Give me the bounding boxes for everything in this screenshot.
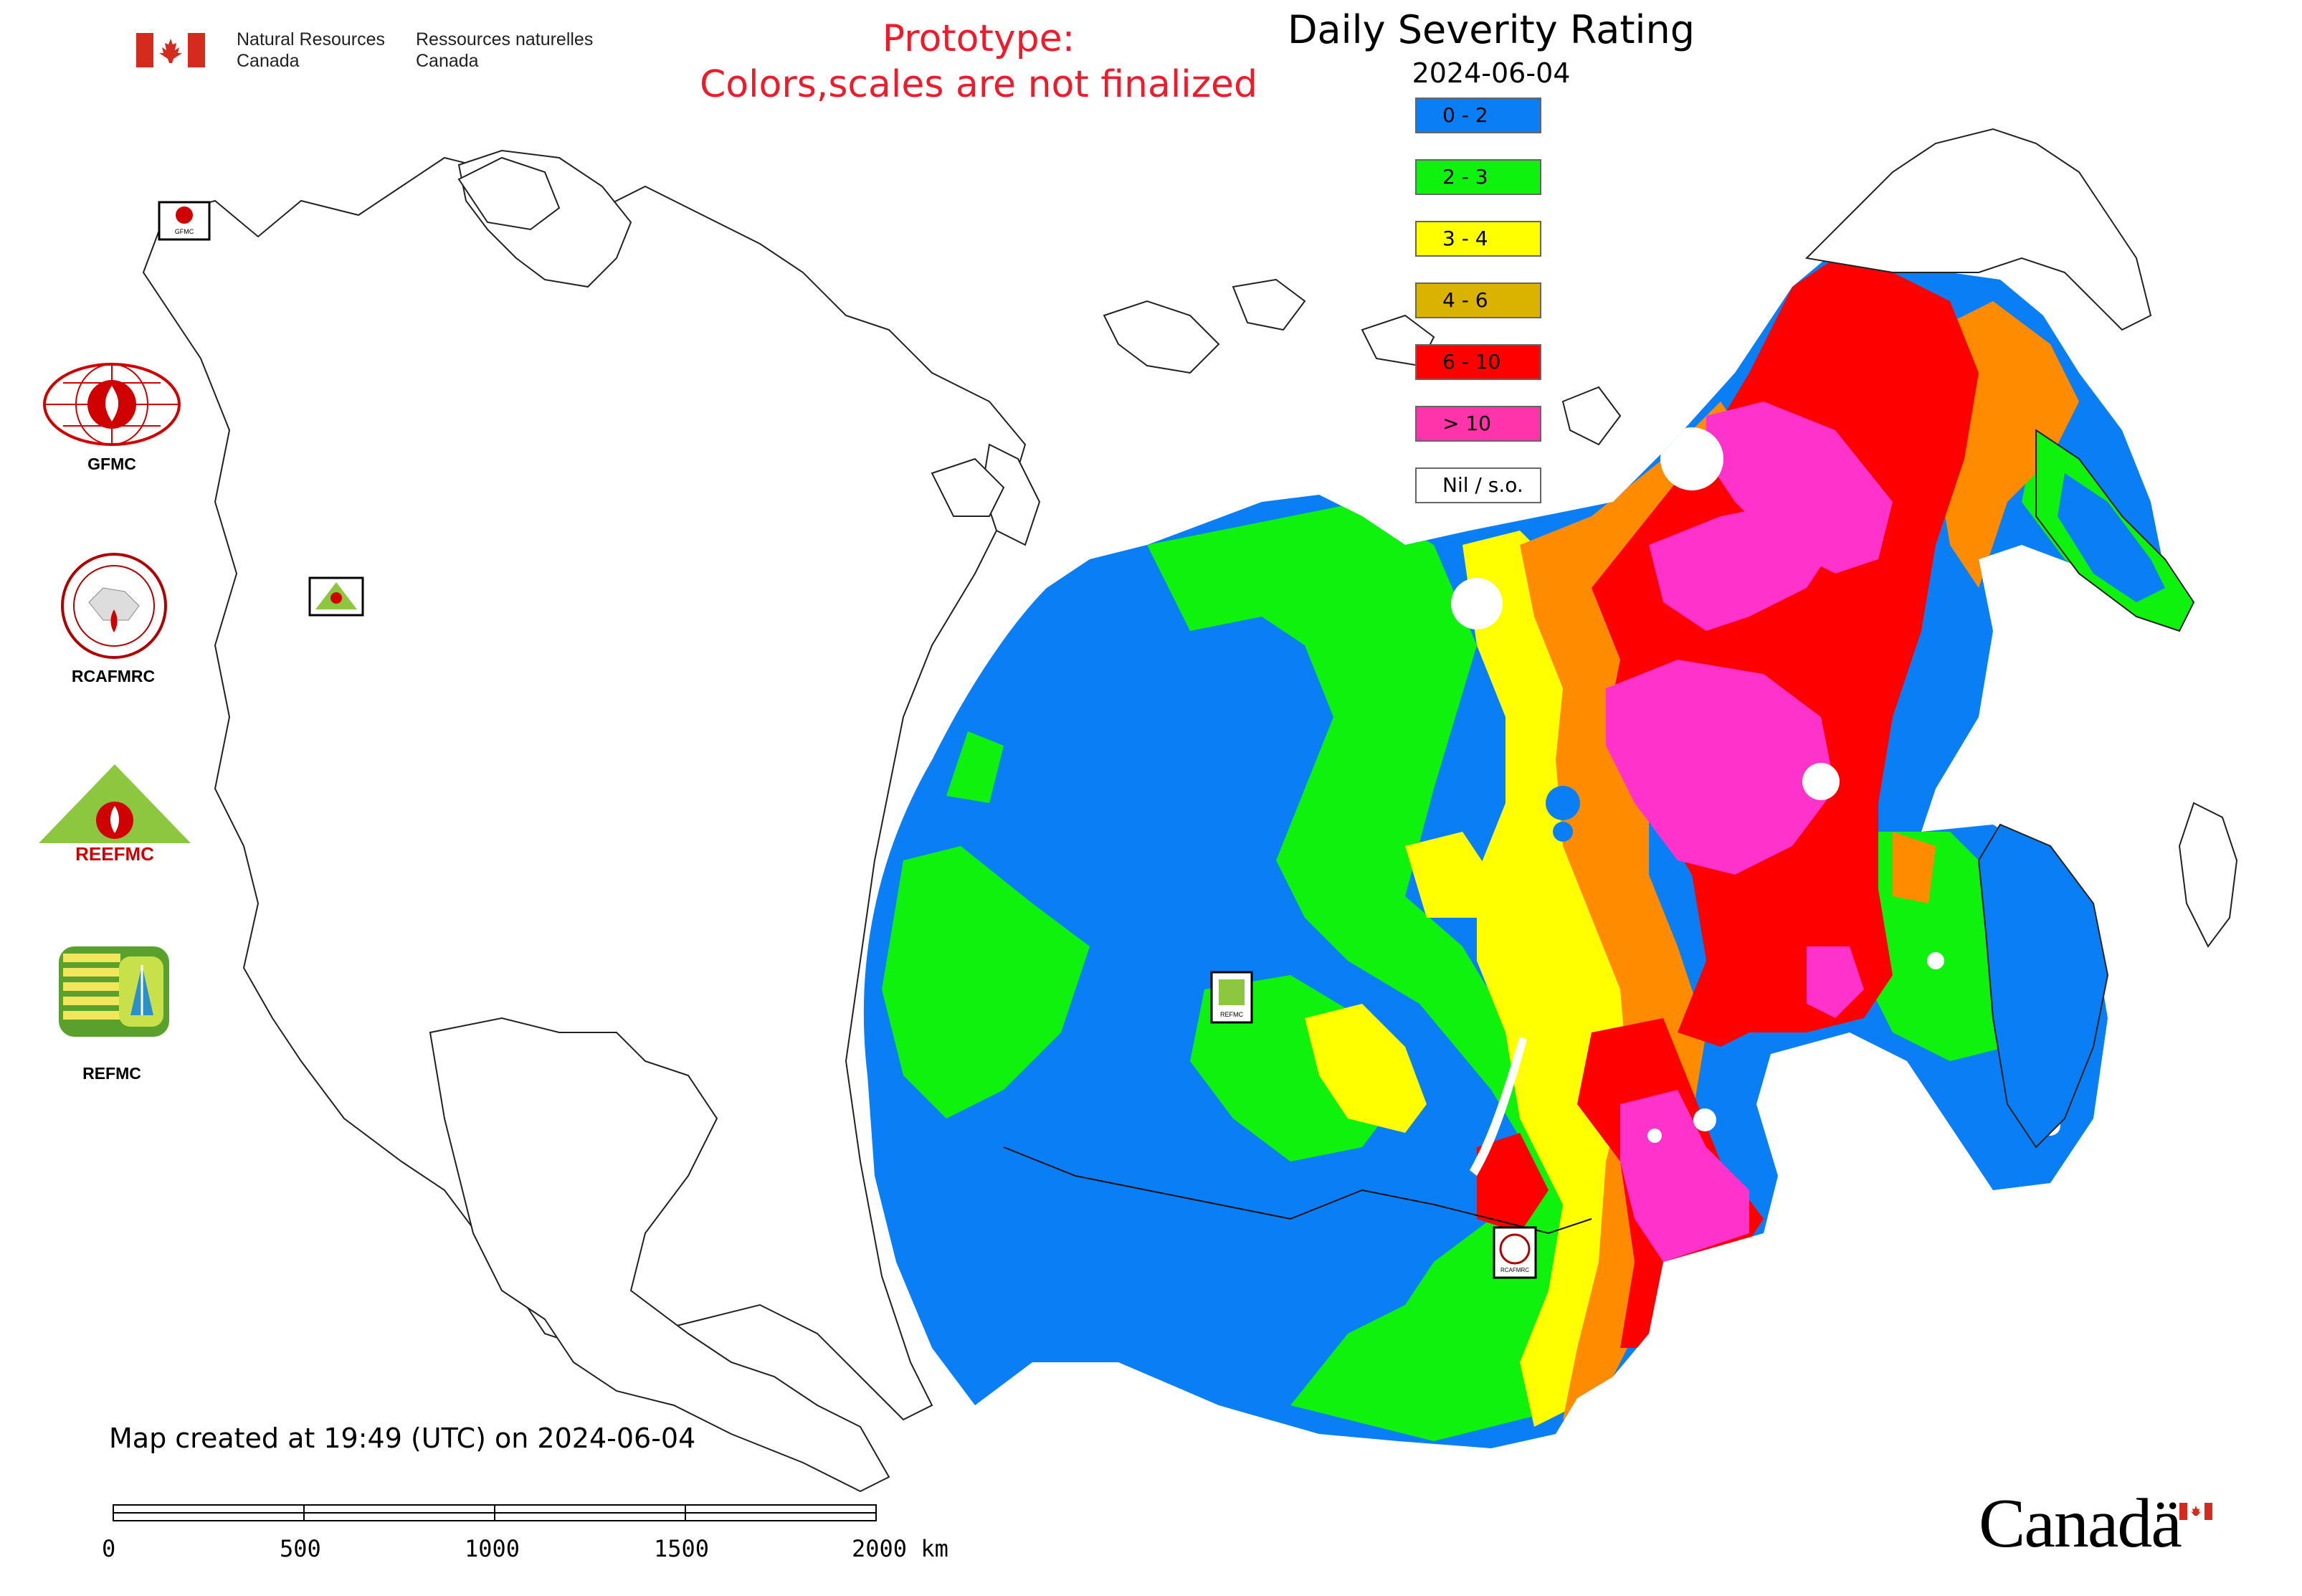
rcafmrc-logo-icon xyxy=(61,553,167,659)
prototype-notice: Prototype: Colors,scales are not finaliz… xyxy=(645,16,1312,108)
canada-wordmark-flag-icon xyxy=(2179,1503,2212,1520)
legend-label: 6 - 10 xyxy=(1442,350,1501,374)
canada-flag-icon xyxy=(136,33,205,67)
svg-text:REFMC: REFMC xyxy=(1220,1011,1243,1018)
svg-text:GFMC: GFMC xyxy=(175,228,194,235)
gov-fr-line1: Ressources naturelles xyxy=(416,29,594,49)
legend-item-nil: Nil / s.o. xyxy=(1415,467,1541,503)
refmc-logo-icon xyxy=(59,946,169,1037)
scale-tick-500: 500 xyxy=(280,1535,321,1562)
gfmc-label: GFMC xyxy=(87,455,136,473)
legend-label: 0 - 2 xyxy=(1442,103,1488,127)
gov-signature-english: Natural Resources Canada xyxy=(237,29,385,72)
marker-gfmc[interactable]: GFMC xyxy=(158,201,211,241)
china-mongolia-border xyxy=(1003,1146,1592,1235)
svg-text:REEFMC: REEFMC xyxy=(75,843,154,865)
legend-label: > 10 xyxy=(1442,412,1491,435)
marker-reefmc[interactable] xyxy=(308,576,364,617)
marker-rcafmrc[interactable]: RCAFMRC xyxy=(1493,1226,1537,1279)
legend-title: Daily Severity Rating xyxy=(1287,7,1695,52)
gov-fr-line2: Canada xyxy=(416,51,479,71)
rcafmrc-label: RCAFMRC xyxy=(71,667,156,685)
canada-wordmark: Canadä xyxy=(1979,1485,2182,1562)
northeast-coast xyxy=(1804,128,2238,948)
gfmc-logo-icon xyxy=(43,363,181,446)
legend-item-gt-10: > 10 xyxy=(1415,406,1541,442)
legend-item-3-4: 3 - 4 xyxy=(1415,221,1541,257)
refmc-label: REFMC xyxy=(82,1064,141,1083)
legend-label: 2 - 3 xyxy=(1442,165,1488,189)
scale-tick-1500: 1500 xyxy=(654,1535,710,1562)
marker-refmc[interactable]: REFMC xyxy=(1210,971,1253,1024)
legend-label: 3 - 4 xyxy=(1442,227,1488,250)
legend-date: 2024-06-04 xyxy=(1412,57,1571,89)
scale-bar xyxy=(113,1504,877,1521)
legend-item-4-6: 4 - 6 xyxy=(1415,282,1541,318)
gov-en-line2: Canada xyxy=(237,51,300,71)
gov-signature-french: Ressources naturelles Canada xyxy=(416,29,593,72)
prototype-line1: Prototype: xyxy=(882,17,1075,60)
legend-label: Nil / s.o. xyxy=(1442,473,1523,497)
arctic-islands xyxy=(457,156,1622,517)
reefmc-logo-icon: REEFMC xyxy=(39,764,191,865)
legend-item-6-10: 6 - 10 xyxy=(1415,344,1541,380)
kamchatka xyxy=(1977,429,2195,1149)
legend-item-0-2: 0 - 2 xyxy=(1415,98,1541,133)
scale-tick-1000: 1000 xyxy=(465,1535,520,1562)
prototype-line2: Colors,scales are not finalized xyxy=(699,63,1258,106)
scale-tick-0: 0 xyxy=(102,1535,116,1562)
gov-en-line1: Natural Resources xyxy=(237,29,386,49)
legend-label: 4 - 6 xyxy=(1442,288,1488,312)
scale-tick-2000: 2000 km xyxy=(852,1535,948,1562)
svg-text:RCAFMRC: RCAFMRC xyxy=(1500,1267,1529,1273)
legend-item-2-3: 2 - 3 xyxy=(1415,159,1541,195)
map-created-text: Map created at 19:49 (UTC) on 2024-06-04 xyxy=(109,1422,696,1454)
